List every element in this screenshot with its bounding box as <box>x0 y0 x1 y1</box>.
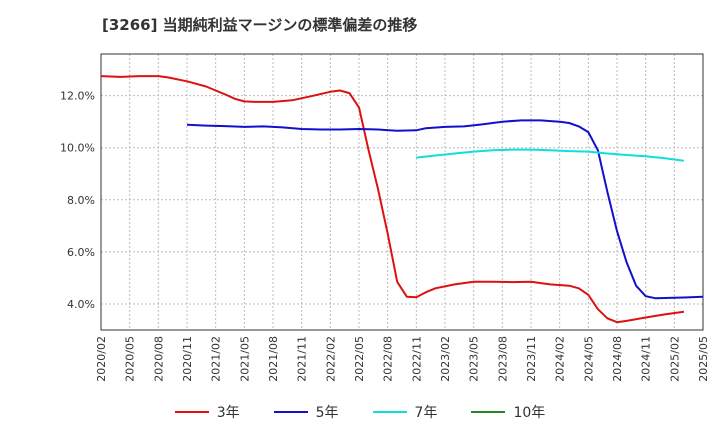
legend-item: 10年 <box>471 402 545 422</box>
x-tick-label: 2022/08 <box>382 336 395 382</box>
legend-item: 5年 <box>273 402 339 422</box>
y-tick-label: 8.0% <box>67 194 95 207</box>
x-tick-label: 2023/08 <box>496 336 509 382</box>
y-tick-label: 6.0% <box>67 246 95 259</box>
x-tick-label: 2021/11 <box>296 336 309 382</box>
x-tick-label: 2020/05 <box>124 336 137 382</box>
legend-label: 5年 <box>315 405 339 421</box>
legend-item: 7年 <box>372 402 438 422</box>
x-tick-label: 2024/08 <box>611 336 624 382</box>
y-tick-label: 4.0% <box>67 298 95 311</box>
x-tick-label: 2024/11 <box>640 336 653 382</box>
y-tick-label: 10.0% <box>60 142 95 155</box>
x-tick-label: 2022/11 <box>410 336 423 382</box>
series-line-1 <box>100 75 685 324</box>
legend-label: 7年 <box>414 405 438 421</box>
legend-item: 3年 <box>174 402 240 422</box>
x-tick-label: 2023/02 <box>439 336 452 382</box>
y-tick-label: 12.0% <box>60 90 95 103</box>
chart-title: [3266] 当期純利益マージンの標準偏差の推移 <box>102 16 418 34</box>
legend-label: 3年 <box>216 405 240 421</box>
x-tick-label: 2020/11 <box>181 336 194 382</box>
x-tick-label: 2021/08 <box>267 336 280 382</box>
series-line-2 <box>186 119 704 300</box>
x-tick-label: 2025/02 <box>668 336 681 382</box>
series-line-3 <box>416 148 685 162</box>
x-tick-label: 2022/05 <box>353 336 366 382</box>
legend-swatch <box>471 411 506 413</box>
x-tick-label: 2021/05 <box>238 336 251 382</box>
x-tick-label: 2022/02 <box>324 336 337 382</box>
chart-legend: 3年 5年 7年 10年 <box>0 402 720 422</box>
legend-swatch <box>273 411 308 413</box>
legend-swatch <box>174 411 209 413</box>
x-tick-label: 2023/11 <box>525 336 538 382</box>
legend-swatch <box>372 411 407 413</box>
x-tick-label: 2025/05 <box>697 336 710 382</box>
x-tick-label: 2024/05 <box>582 336 595 382</box>
legend-label: 10年 <box>513 405 546 421</box>
x-tick-label: 2023/05 <box>468 336 481 382</box>
x-tick-label: 2020/08 <box>152 336 165 382</box>
x-tick-label: 2024/02 <box>554 336 567 382</box>
x-tick-label: 2021/02 <box>210 336 223 382</box>
plot-frame <box>100 53 704 331</box>
x-tick-label: 2020/02 <box>95 336 108 382</box>
